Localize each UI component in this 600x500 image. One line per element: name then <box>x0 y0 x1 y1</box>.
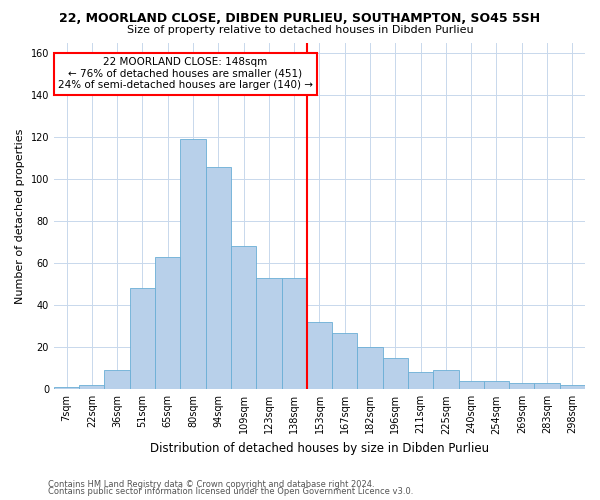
Bar <box>206 166 231 390</box>
Bar <box>104 370 130 390</box>
Bar <box>458 381 484 390</box>
Bar <box>54 387 79 390</box>
Bar <box>433 370 458 390</box>
Bar <box>307 322 332 390</box>
Bar <box>332 332 358 390</box>
Bar <box>155 257 181 390</box>
Bar <box>535 383 560 390</box>
Bar <box>560 385 585 390</box>
Bar <box>181 139 206 390</box>
Bar <box>130 288 155 390</box>
X-axis label: Distribution of detached houses by size in Dibden Purlieu: Distribution of detached houses by size … <box>150 442 489 455</box>
Bar <box>358 348 383 390</box>
Bar <box>484 381 509 390</box>
Bar <box>408 372 433 390</box>
Text: 22 MOORLAND CLOSE: 148sqm
← 76% of detached houses are smaller (451)
24% of semi: 22 MOORLAND CLOSE: 148sqm ← 76% of detac… <box>58 57 313 90</box>
Text: Contains public sector information licensed under the Open Government Licence v3: Contains public sector information licen… <box>48 487 413 496</box>
Text: Size of property relative to detached houses in Dibden Purlieu: Size of property relative to detached ho… <box>127 25 473 35</box>
Text: Contains HM Land Registry data © Crown copyright and database right 2024.: Contains HM Land Registry data © Crown c… <box>48 480 374 489</box>
Bar <box>509 383 535 390</box>
Bar <box>281 278 307 390</box>
Bar <box>256 278 281 390</box>
Bar <box>383 358 408 390</box>
Bar <box>79 385 104 390</box>
Text: 22, MOORLAND CLOSE, DIBDEN PURLIEU, SOUTHAMPTON, SO45 5SH: 22, MOORLAND CLOSE, DIBDEN PURLIEU, SOUT… <box>59 12 541 26</box>
Bar <box>231 246 256 390</box>
Y-axis label: Number of detached properties: Number of detached properties <box>15 128 25 304</box>
